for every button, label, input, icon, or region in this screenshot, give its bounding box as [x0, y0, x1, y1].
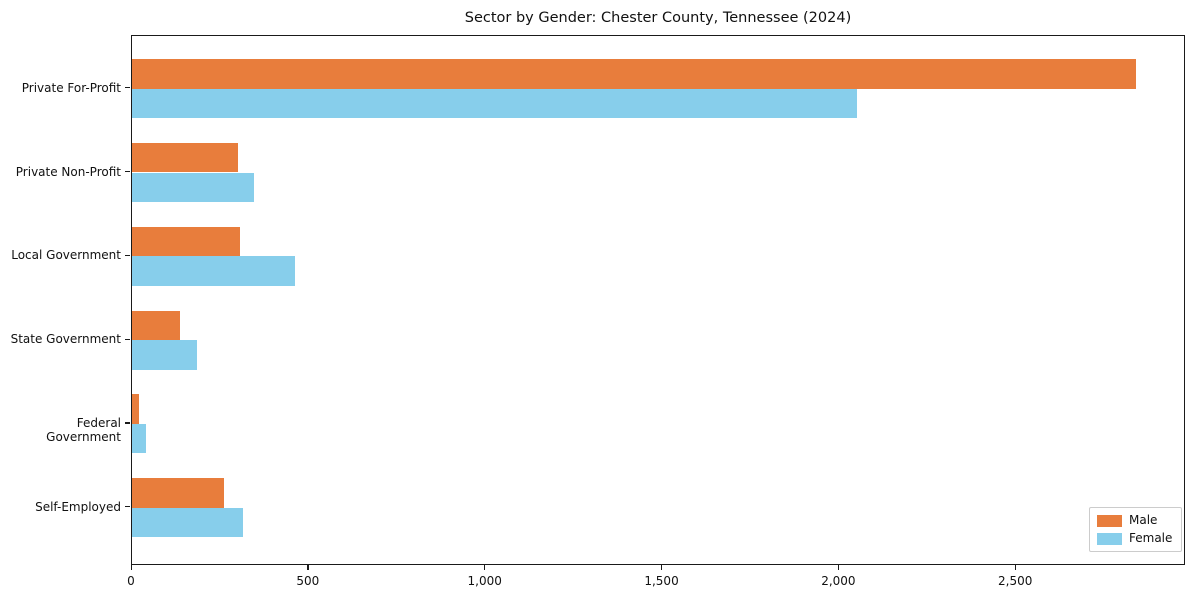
x-tick-label: 0	[127, 574, 135, 588]
female-swatch	[1097, 532, 1122, 545]
bar-male-4	[132, 310, 180, 341]
y-tick-label: Local Government	[11, 248, 121, 263]
x-tick-label: 2,000	[821, 574, 856, 588]
legend-label-female: Female	[1129, 531, 1173, 545]
x-tick-mark	[307, 565, 309, 570]
legend-row-female: Female	[1097, 531, 1174, 546]
y-tick-mark	[125, 254, 130, 256]
y-tick-mark	[125, 87, 130, 89]
legend-row-male: Male	[1097, 513, 1174, 528]
y-tick-mark	[125, 422, 130, 424]
chart-title: Sector by Gender: Chester County, Tennes…	[464, 10, 852, 26]
bar-female-4	[132, 340, 198, 370]
bar-male-1	[132, 59, 1137, 89]
bar-female-2	[132, 172, 255, 203]
y-tick-mark	[125, 506, 130, 508]
bar-female-6	[132, 507, 244, 538]
y-tick-mark	[125, 171, 130, 173]
bar-male-6	[132, 478, 224, 508]
bar-female-5	[132, 423, 147, 454]
bar-male-2	[132, 142, 239, 173]
bar-male-3	[132, 226, 240, 257]
bar-female-1	[132, 88, 858, 119]
x-tick-mark	[130, 565, 132, 570]
x-tick-label: 1,500	[644, 574, 679, 588]
bar-male-5	[132, 394, 140, 424]
x-tick-label: 500	[296, 574, 320, 588]
y-tick-label: Private Non-Profit	[15, 164, 121, 179]
male-swatch	[1097, 514, 1122, 527]
y-tick-label: Private For-Profit	[21, 80, 121, 95]
x-tick-mark	[1014, 565, 1016, 570]
x-tick-mark	[837, 565, 840, 570]
y-tick-label: Federal Government	[46, 415, 121, 444]
x-tick-mark	[484, 565, 486, 570]
x-tick-label: 2,500	[998, 574, 1033, 588]
y-tick-label: Self-Employed	[35, 499, 121, 514]
plot-area	[131, 35, 1185, 565]
y-tick-mark	[125, 338, 130, 340]
legend-label-male: Male	[1129, 513, 1158, 527]
x-tick-label: 1,000	[467, 574, 502, 588]
y-tick-label: State Government	[10, 332, 121, 347]
bar-female-3	[132, 256, 295, 286]
legend: Male Female	[1089, 507, 1182, 552]
x-tick-mark	[661, 565, 663, 570]
